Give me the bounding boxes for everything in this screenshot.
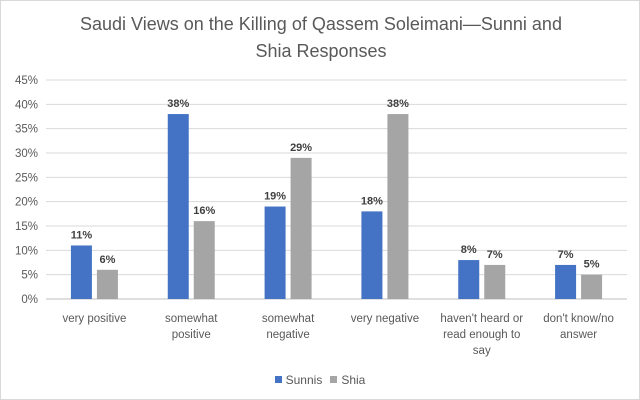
legend-item-shia: Shia: [330, 373, 365, 387]
data-label: 7%: [487, 249, 503, 261]
y-tick-label: 15%: [15, 221, 38, 233]
category-label: somewhat: [262, 313, 315, 325]
category-label: very positive: [62, 313, 126, 325]
y-tick-label: 35%: [15, 124, 38, 136]
category-label: negative: [266, 329, 309, 341]
y-tick-label: 25%: [15, 172, 38, 184]
bar-shia: [484, 264, 506, 299]
data-label: 19%: [264, 191, 286, 203]
category-label: very negative: [351, 313, 419, 325]
bar-sunnis: [167, 114, 189, 299]
data-label: 29%: [290, 142, 312, 154]
data-label: 38%: [387, 98, 409, 110]
data-label: 8%: [461, 244, 477, 256]
bar-sunnis: [70, 245, 92, 299]
category-label: positive: [172, 329, 211, 341]
category-label: haven't heard or: [440, 313, 523, 325]
category-label: say: [473, 345, 491, 357]
y-tick-label: 40%: [15, 99, 38, 111]
legend-swatch: [330, 376, 338, 383]
category-label: somewhat: [165, 313, 218, 325]
y-tick-label: 30%: [15, 148, 38, 160]
data-label: 5%: [584, 259, 600, 271]
bar-shia: [387, 114, 409, 299]
bar-shia: [290, 157, 312, 299]
y-tick-label: 45%: [15, 75, 38, 87]
bar-sunnis: [264, 206, 286, 299]
category-label: read enough to: [443, 329, 520, 341]
y-tick-label: 0%: [21, 294, 38, 306]
bar-sunnis: [458, 260, 480, 299]
y-tick-label: 20%: [15, 197, 38, 209]
bar-shia: [581, 274, 603, 299]
data-label: 11%: [71, 229, 93, 241]
bar-shia: [193, 221, 215, 299]
chart-title: Saudi Views on the Killing of Qassem Sol…: [80, 14, 562, 61]
category-label: don't know/no: [543, 313, 614, 325]
bar-shia: [96, 269, 118, 299]
data-label: 6%: [99, 254, 115, 266]
bar-sunnis: [361, 211, 383, 299]
data-label: 16%: [193, 205, 215, 217]
legend-label: Sunnis: [285, 372, 323, 387]
category-label: answer: [560, 329, 597, 341]
data-label: 18%: [361, 195, 383, 207]
data-label: 7%: [558, 249, 574, 261]
y-tick-label: 10%: [15, 245, 38, 257]
legend-item-sunnis: Sunnis: [274, 372, 323, 387]
data-label: 38%: [167, 98, 189, 110]
legend: Sunnis Shia: [0, 372, 640, 387]
legend-label: Shia: [341, 372, 366, 387]
bar-sunnis: [555, 264, 577, 299]
legend-swatch: [274, 376, 282, 383]
y-tick-label: 5%: [21, 270, 38, 282]
